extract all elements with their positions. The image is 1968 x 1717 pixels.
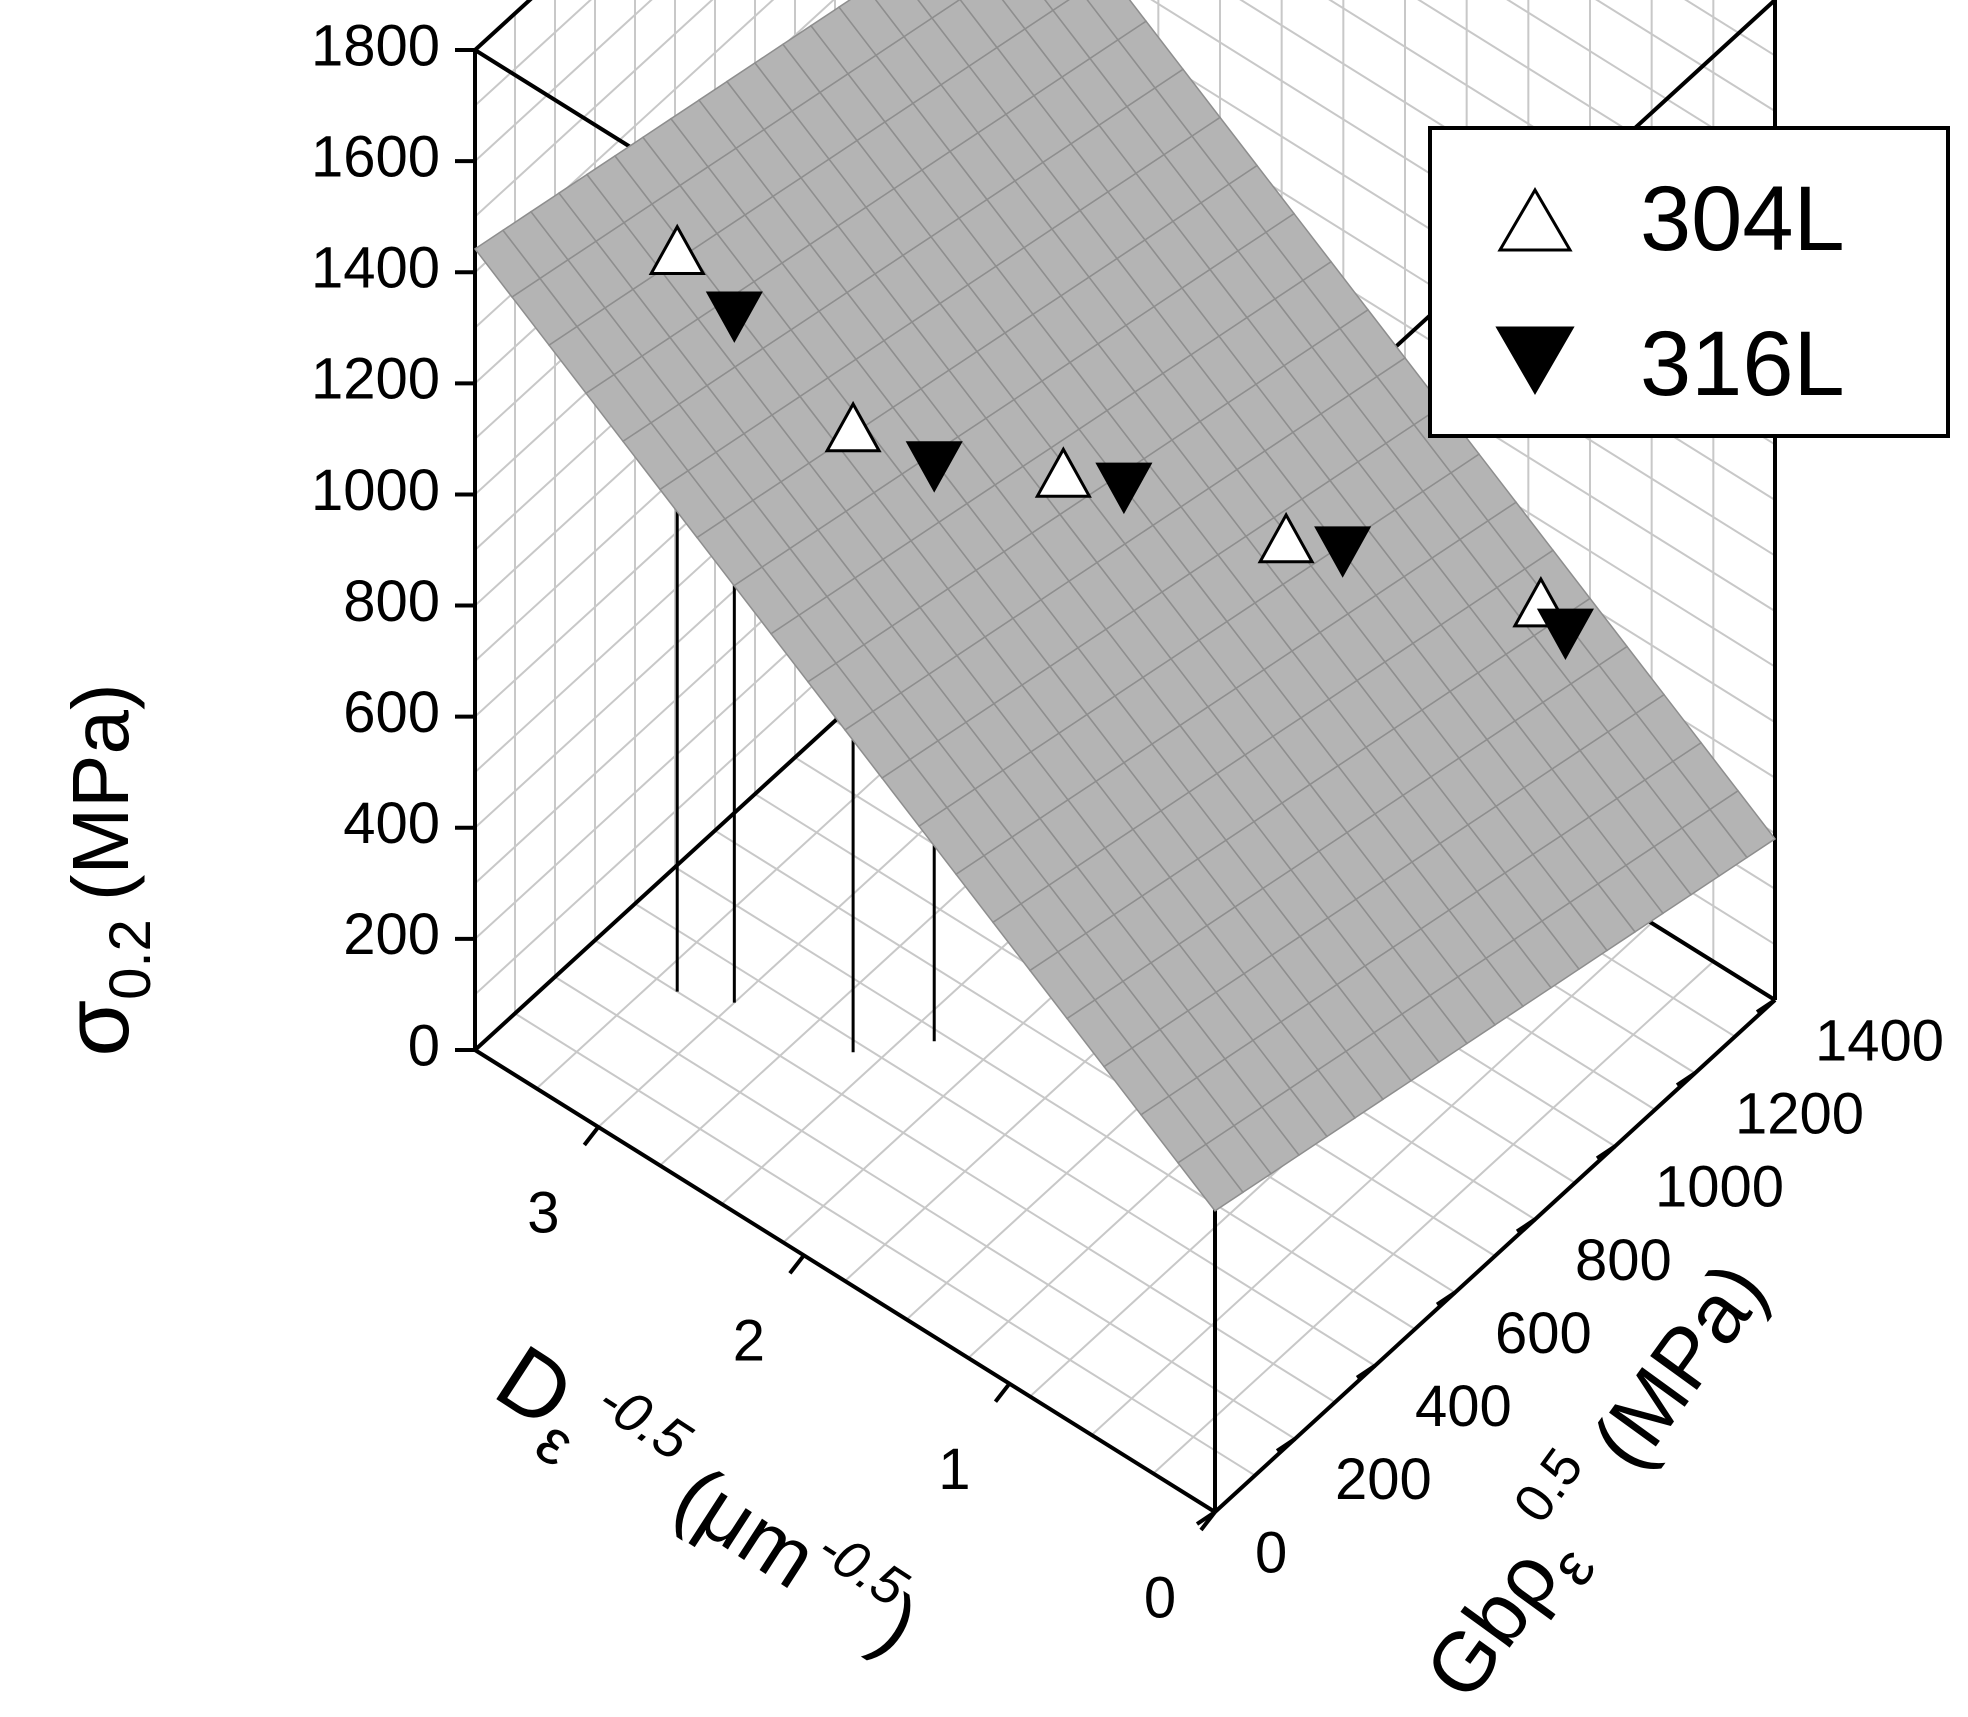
z-axis-title: σ0.2(MPa): [46, 683, 163, 1056]
y-tick-label: 200: [1335, 1447, 1432, 1512]
tick-marks: [455, 48, 1777, 1532]
y-tick: [1195, 1510, 1217, 1526]
y-tick: [1755, 998, 1777, 1014]
grid-line: [674, 866, 1416, 1330]
grid-line: [474, 0, 592, 107]
legend-box: [1428, 126, 1950, 438]
y-tick: [1355, 1364, 1377, 1380]
x-tick: [788, 1254, 806, 1275]
surface-cell: [874, 0, 934, 38]
z-tick-label: 1600: [311, 124, 440, 189]
marker-304l: [824, 400, 882, 453]
tick-labels: 0 200 400 600 800 1000 1200 1400 1600 1800 0 1 2 3 0 20…: [311, 13, 1944, 1630]
y-tick: [1515, 1217, 1537, 1234]
y-axis-title: Gbρε0.5(MPa): [1392, 1235, 1800, 1717]
y-tick: [1675, 1071, 1697, 1087]
y-tick: [1595, 1144, 1617, 1160]
surface-cell: [1044, 0, 1070, 12]
x-tick-label: 2: [733, 1309, 765, 1374]
y-tick-label: 1000: [1655, 1155, 1784, 1220]
y-axis-line: [1213, 998, 1777, 1514]
surface-cell: [930, 0, 999, 68]
z-tick-label: 400: [343, 791, 440, 856]
z-tick-label: 200: [343, 902, 440, 967]
grid-line: [714, 829, 1456, 1294]
y-tick-label: 600: [1495, 1301, 1592, 1366]
surface-cell: [1001, 0, 1055, 30]
x-tick-label: 1: [938, 1437, 970, 1502]
y-tick-label: 800: [1575, 1228, 1672, 1293]
z-tick-label: 1400: [311, 236, 440, 301]
surface-cell: [917, 0, 961, 20]
legend-label-304l: 304L: [1640, 168, 1845, 270]
legend: 304L 316L: [1428, 126, 1950, 438]
marker-316l: [1314, 526, 1372, 578]
z-tick-label: 800: [343, 569, 440, 634]
grid-line: [554, 976, 1296, 1440]
z-tick-label: 1800: [311, 13, 440, 78]
legend-marker-304l: [1497, 187, 1573, 252]
marker-316l: [705, 291, 763, 343]
x-tick: [582, 1125, 600, 1147]
y-tick-label: 0: [1255, 1520, 1287, 1585]
grid-line: [634, 902, 1376, 1367]
data-markers: [648, 223, 1594, 660]
z-tick-label: 1000: [311, 458, 440, 523]
legend-marker-316l: [1495, 326, 1575, 395]
legend-label-316l: 316L: [1640, 313, 1845, 415]
grid-line: [594, 939, 1336, 1404]
grid-line: [514, 1012, 1256, 1477]
y-tick-label: 400: [1415, 1374, 1512, 1439]
grid-line: [474, 0, 653, 162]
x-tick: [993, 1382, 1012, 1403]
surface-cell: [959, 0, 1027, 49]
marker-316l: [1095, 462, 1153, 515]
marker-304l: [1257, 511, 1315, 564]
marker-304l: [648, 223, 706, 276]
x-tick-label: 0: [1144, 1565, 1176, 1630]
y-tick: [1435, 1290, 1457, 1307]
marker-304l: [1034, 446, 1092, 498]
y-tick-label: 1200: [1735, 1081, 1864, 1146]
surface-cell: [1086, 0, 1148, 41]
x-axis-line: [473, 1048, 1217, 1514]
z-tick-label: 0: [408, 1013, 440, 1078]
fitted-surface: [473, 0, 1777, 1212]
grid-line: [474, 0, 714, 218]
marker-316l: [1536, 608, 1594, 660]
surface-cell: [1051, 0, 1120, 60]
y-tick: [1275, 1437, 1297, 1453]
x-tick-label: 3: [527, 1180, 559, 1245]
marker-316l: [905, 441, 963, 493]
surface-cell: [837, 0, 906, 57]
z-tick-label: 1200: [311, 347, 440, 412]
y-tick-label: 1400: [1815, 1008, 1944, 1073]
z-tick-label: 600: [343, 680, 440, 745]
x-axis-title: Dε-0.5(μm-0.5): [468, 1315, 945, 1690]
